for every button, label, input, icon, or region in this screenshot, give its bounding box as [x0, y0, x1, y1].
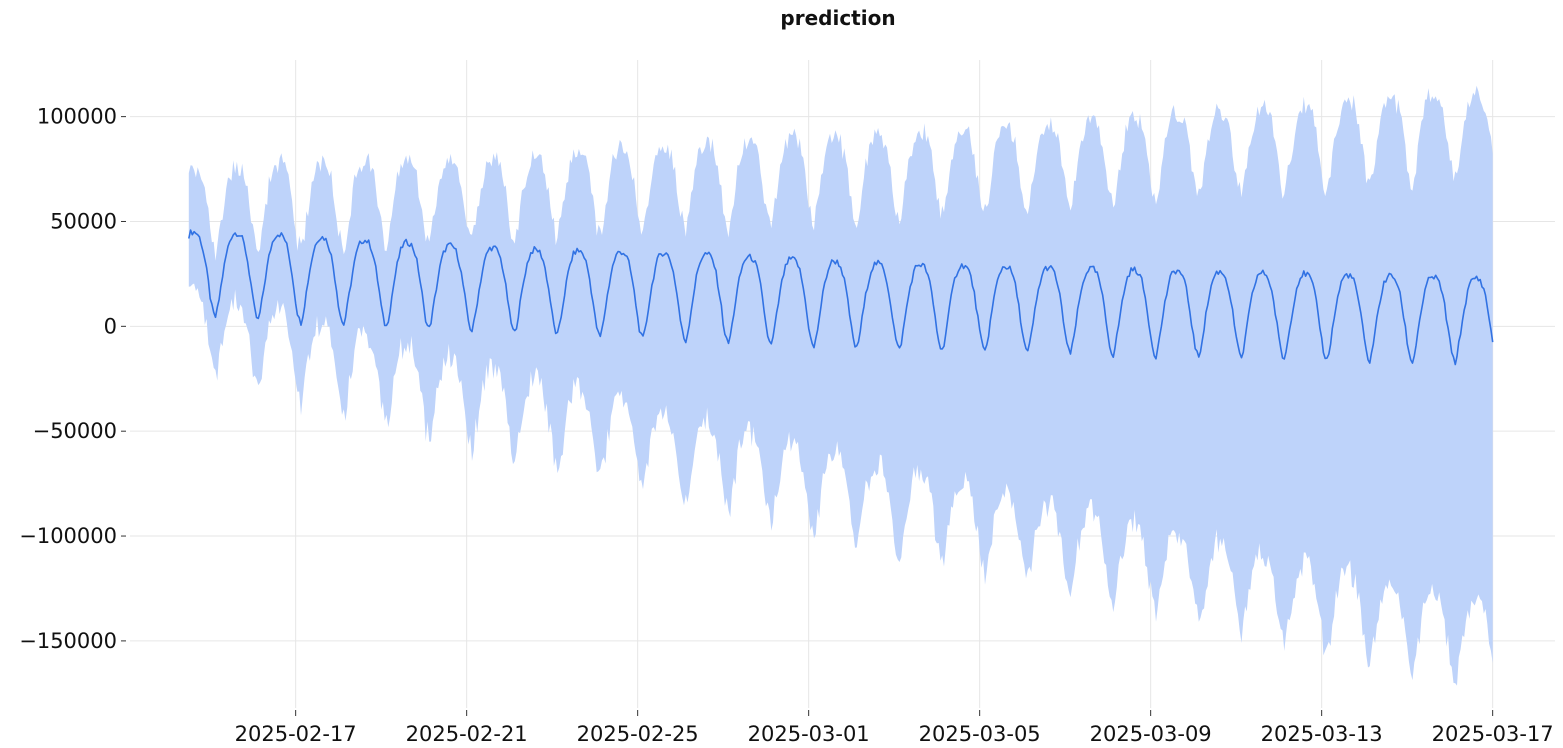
y-axis: 100000 50000 0 −50000 −100000 −150000 [19, 105, 126, 653]
x-tick-label: 2025-03-05 [919, 722, 1041, 746]
y-tick-label: 100000 [37, 105, 117, 129]
x-tick-label: 2025-02-21 [406, 722, 528, 746]
chart-title: prediction [780, 6, 895, 30]
x-tick-label: 2025-02-25 [577, 722, 699, 746]
y-tick-label: −50000 [33, 419, 117, 443]
x-tick-label: 2025-03-09 [1090, 722, 1212, 746]
prediction-line [188, 229, 1494, 366]
y-tick-label: −100000 [19, 524, 117, 548]
x-tick-label: 2025-03-01 [748, 722, 870, 746]
y-tick-label: 50000 [50, 209, 117, 233]
band-area [188, 85, 1493, 686]
series-line [188, 229, 1494, 366]
x-axis: 2025-02-17 2025-02-21 2025-02-25 2025-03-01… [235, 710, 1554, 746]
x-tick-label: 2025-02-17 [235, 722, 357, 746]
y-tick-label: −150000 [19, 629, 117, 653]
prediction-interval-band [188, 85, 1493, 686]
y-tick-label: 0 [104, 314, 117, 338]
x-tick-label: 2025-03-17 [1432, 722, 1554, 746]
x-tick-label: 2025-03-13 [1261, 722, 1383, 746]
